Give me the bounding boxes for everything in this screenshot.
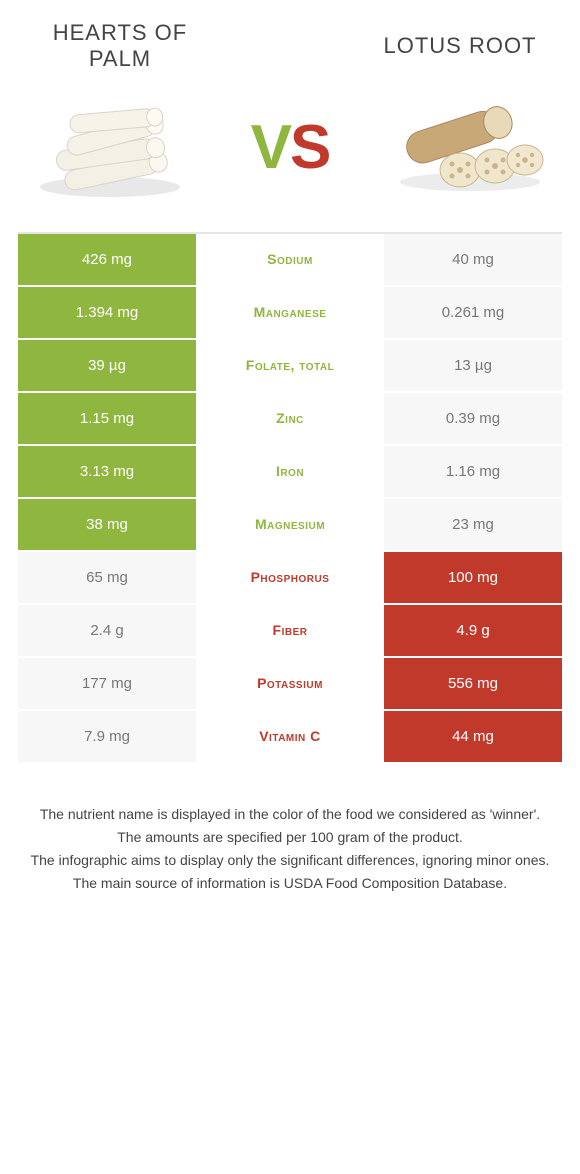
nutrient-name: Manganese: [196, 287, 384, 338]
table-row: 1.394 mgManganese0.261 mg: [18, 287, 562, 340]
left-value: 65 mg: [18, 552, 196, 603]
table-row: 7.9 mgVitamin C44 mg: [18, 711, 562, 764]
left-value: 2.4 g: [18, 605, 196, 656]
table-row: 1.15 mgZinc0.39 mg: [18, 393, 562, 446]
nutrient-name: Zinc: [196, 393, 384, 444]
table-row: 65 mgPhosphorus100 mg: [18, 552, 562, 605]
vs-s: S: [290, 113, 329, 182]
footer-notes: The nutrient name is displayed in the co…: [0, 764, 580, 916]
nutrient-table: 426 mgSodium40 mg1.394 mgManganese0.261 …: [18, 232, 562, 764]
table-row: 2.4 gFiber4.9 g: [18, 605, 562, 658]
table-row: 3.13 mgIron1.16 mg: [18, 446, 562, 499]
images-row: VS: [0, 82, 580, 232]
left-value: 426 mg: [18, 234, 196, 285]
nutrient-name: Potassium: [196, 658, 384, 709]
left-value: 3.13 mg: [18, 446, 196, 497]
table-row: 39 µgFolate, total13 µg: [18, 340, 562, 393]
nutrient-name: Folate, total: [196, 340, 384, 391]
right-value: 0.261 mg: [384, 287, 562, 338]
left-value: 7.9 mg: [18, 711, 196, 762]
footer-line-3: The infographic aims to display only the…: [30, 850, 550, 871]
footer-line-2: The amounts are specified per 100 gram o…: [30, 827, 550, 848]
nutrient-name: Magnesium: [196, 499, 384, 550]
footer-line-4: The main source of information is USDA F…: [30, 873, 550, 894]
left-value: 38 mg: [18, 499, 196, 550]
right-value: 13 µg: [384, 340, 562, 391]
table-row: 38 mgMagnesium23 mg: [18, 499, 562, 552]
nutrient-name: Iron: [196, 446, 384, 497]
left-value: 177 mg: [18, 658, 196, 709]
vs-label: VS: [251, 112, 330, 183]
right-value: 1.16 mg: [384, 446, 562, 497]
nutrient-name: Fiber: [196, 605, 384, 656]
footer-line-1: The nutrient name is displayed in the co…: [30, 804, 550, 825]
right-food-title: LOTUS ROOT: [370, 33, 550, 59]
right-value: 556 mg: [384, 658, 562, 709]
left-value: 1.15 mg: [18, 393, 196, 444]
nutrient-name: Vitamin C: [196, 711, 384, 762]
right-value: 23 mg: [384, 499, 562, 550]
vs-v: V: [251, 113, 290, 182]
header: HEARTS OF PALM LOTUS ROOT: [0, 0, 580, 82]
table-row: 426 mgSodium40 mg: [18, 234, 562, 287]
right-value: 4.9 g: [384, 605, 562, 656]
lotus-root-image: [390, 92, 550, 202]
nutrient-name: Phosphorus: [196, 552, 384, 603]
right-value: 0.39 mg: [384, 393, 562, 444]
right-value: 100 mg: [384, 552, 562, 603]
left-food-title: HEARTS OF PALM: [30, 20, 210, 72]
right-value: 40 mg: [384, 234, 562, 285]
table-row: 177 mgPotassium556 mg: [18, 658, 562, 711]
left-value: 39 µg: [18, 340, 196, 391]
nutrient-name: Sodium: [196, 234, 384, 285]
hearts-of-palm-image: [30, 92, 190, 202]
right-value: 44 mg: [384, 711, 562, 762]
left-value: 1.394 mg: [18, 287, 196, 338]
